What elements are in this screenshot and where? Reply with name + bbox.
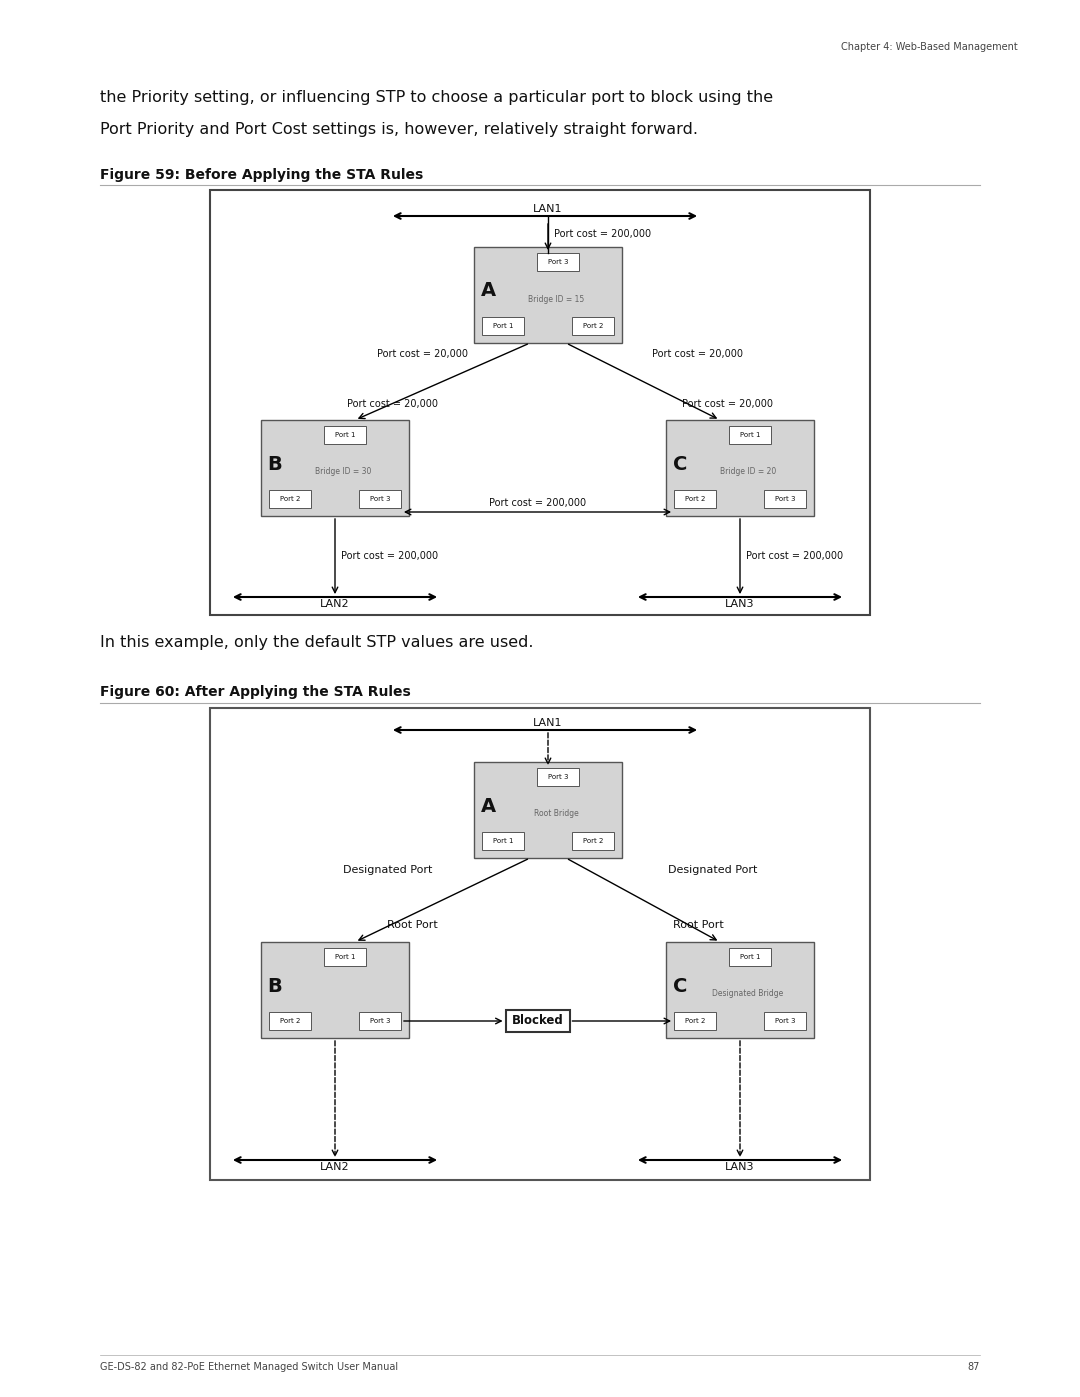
Text: Port cost = 20,000: Port cost = 20,000 bbox=[347, 398, 438, 408]
Text: LAN3: LAN3 bbox=[726, 599, 755, 609]
Text: the Priority setting, or influencing STP to choose a particular port to block us: the Priority setting, or influencing STP… bbox=[100, 89, 773, 105]
Bar bbox=[537, 253, 579, 271]
Text: Chapter 4: Web-Based Management: Chapter 4: Web-Based Management bbox=[841, 42, 1018, 52]
Text: Port 1: Port 1 bbox=[335, 432, 355, 439]
Text: Designated Port: Designated Port bbox=[342, 865, 432, 875]
Text: GE-DS-82 and 82-PoE Ethernet Managed Switch User Manual: GE-DS-82 and 82-PoE Ethernet Managed Swi… bbox=[100, 1362, 399, 1372]
Text: B: B bbox=[268, 977, 282, 996]
Bar bbox=[261, 942, 409, 1038]
Text: A: A bbox=[481, 796, 496, 816]
Text: Port cost = 20,000: Port cost = 20,000 bbox=[683, 398, 773, 408]
Bar bbox=[359, 1011, 401, 1030]
Bar bbox=[666, 420, 814, 515]
Text: Bridge ID = 20: Bridge ID = 20 bbox=[720, 468, 777, 476]
Text: Port 3: Port 3 bbox=[774, 1018, 795, 1024]
Text: A: A bbox=[481, 282, 496, 300]
Bar bbox=[324, 949, 366, 965]
Bar bbox=[674, 490, 716, 509]
Text: Port 1: Port 1 bbox=[492, 323, 513, 330]
Text: Port 2: Port 2 bbox=[685, 1018, 705, 1024]
Text: Bridge ID = 15: Bridge ID = 15 bbox=[528, 295, 584, 303]
Text: LAN3: LAN3 bbox=[726, 1162, 755, 1172]
Bar bbox=[505, 1010, 569, 1032]
Text: Port 2: Port 2 bbox=[583, 323, 604, 330]
Bar bbox=[572, 833, 615, 849]
Bar bbox=[729, 949, 771, 965]
Text: Blocked: Blocked bbox=[512, 1014, 564, 1028]
Bar bbox=[482, 833, 524, 849]
Text: Port cost = 200,000: Port cost = 200,000 bbox=[746, 552, 843, 562]
Bar bbox=[674, 1011, 716, 1030]
Text: Port Priority and Port Cost settings is, however, relatively straight forward.: Port Priority and Port Cost settings is,… bbox=[100, 122, 698, 137]
Text: Port 2: Port 2 bbox=[280, 1018, 300, 1024]
Bar bbox=[210, 190, 870, 615]
Bar bbox=[572, 317, 615, 335]
Bar bbox=[482, 317, 524, 335]
Text: Figure 59: Before Applying the STA Rules: Figure 59: Before Applying the STA Rules bbox=[100, 168, 423, 182]
Bar bbox=[261, 420, 409, 515]
Text: LAN2: LAN2 bbox=[320, 599, 350, 609]
Text: Port cost = 200,000: Port cost = 200,000 bbox=[489, 497, 586, 509]
Text: Port 3: Port 3 bbox=[369, 496, 390, 502]
Bar bbox=[210, 708, 870, 1180]
Text: Bridge ID = 30: Bridge ID = 30 bbox=[314, 468, 372, 476]
Text: Port 2: Port 2 bbox=[685, 496, 705, 502]
Text: LAN1: LAN1 bbox=[534, 718, 563, 728]
Text: 87: 87 bbox=[968, 1362, 980, 1372]
Text: Port cost = 20,000: Port cost = 20,000 bbox=[652, 348, 743, 359]
Text: Port 1: Port 1 bbox=[492, 838, 513, 844]
Bar bbox=[269, 490, 311, 509]
Bar bbox=[359, 490, 401, 509]
Bar bbox=[764, 490, 806, 509]
Text: Designated Port: Designated Port bbox=[669, 865, 758, 875]
Text: Root Port: Root Port bbox=[673, 921, 724, 930]
Text: Port 1: Port 1 bbox=[335, 954, 355, 960]
Bar bbox=[764, 1011, 806, 1030]
Text: LAN1: LAN1 bbox=[534, 204, 563, 214]
Bar bbox=[474, 761, 622, 858]
Bar bbox=[474, 247, 622, 344]
Text: LAN2: LAN2 bbox=[320, 1162, 350, 1172]
Text: Port cost = 200,000: Port cost = 200,000 bbox=[554, 229, 651, 239]
Bar bbox=[729, 426, 771, 444]
Bar bbox=[537, 768, 579, 787]
Text: C: C bbox=[673, 977, 687, 996]
Text: Port 3: Port 3 bbox=[774, 496, 795, 502]
Text: Designated Bridge: Designated Bridge bbox=[713, 989, 784, 999]
Text: Port cost = 200,000: Port cost = 200,000 bbox=[341, 552, 438, 562]
Text: Root Bridge: Root Bridge bbox=[534, 809, 579, 819]
Text: B: B bbox=[268, 454, 282, 474]
Bar bbox=[324, 426, 366, 444]
Bar bbox=[666, 942, 814, 1038]
Text: Port 3: Port 3 bbox=[548, 258, 568, 265]
Text: Port 1: Port 1 bbox=[740, 432, 760, 439]
Text: Figure 60: After Applying the STA Rules: Figure 60: After Applying the STA Rules bbox=[100, 685, 410, 698]
Text: Port 1: Port 1 bbox=[740, 954, 760, 960]
Text: Port 3: Port 3 bbox=[548, 774, 568, 780]
Text: Port 2: Port 2 bbox=[280, 496, 300, 502]
Bar bbox=[269, 1011, 311, 1030]
Text: Port 2: Port 2 bbox=[583, 838, 604, 844]
Text: Port cost = 20,000: Port cost = 20,000 bbox=[377, 348, 468, 359]
Text: C: C bbox=[673, 454, 687, 474]
Text: Port 3: Port 3 bbox=[369, 1018, 390, 1024]
Text: Root Port: Root Port bbox=[387, 921, 437, 930]
Text: In this example, only the default STP values are used.: In this example, only the default STP va… bbox=[100, 636, 534, 650]
